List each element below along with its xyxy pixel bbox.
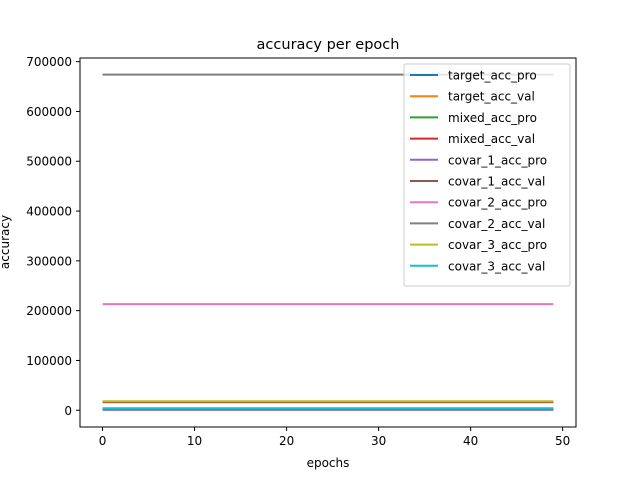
y-tick-label: 400000 — [26, 205, 72, 219]
y-tick-label: 200000 — [26, 304, 72, 318]
x-axis-label: epochs — [307, 456, 350, 470]
legend: target_acc_pro target_acc_val mixed_acc_pr… — [403, 63, 571, 287]
legend-label: covar_1_acc_pro — [448, 153, 547, 167]
chart-title: accuracy per epoch — [257, 37, 400, 53]
legend-label: mixed_acc_val — [448, 132, 535, 146]
legend-label: covar_2_acc_pro — [448, 196, 547, 210]
legend-box — [403, 63, 571, 287]
y-axis-ticks: 0 100000 200000 300000 400000 500000 600000 700… — [26, 55, 80, 418]
series-lines — [102, 73, 554, 411]
x-axis-ticks: 0 10 20 30 40 50 — [99, 427, 570, 448]
x-tick-label: 40 — [463, 434, 478, 448]
y-tick-label: 600000 — [26, 105, 72, 119]
plot-frame — [79, 57, 577, 428]
y-axis-label: accuracy — [0, 215, 12, 269]
legend-label: mixed_acc_pro — [448, 111, 537, 125]
legend-label: covar_3_acc_pro — [448, 238, 547, 252]
legend-label: covar_2_acc_val — [448, 217, 545, 231]
legend-label: covar_1_acc_val — [448, 175, 545, 189]
legend-label: covar_3_acc_val — [448, 259, 545, 273]
y-tick-label: 100000 — [26, 354, 72, 368]
x-tick-label: 0 — [99, 434, 107, 448]
x-tick-label: 10 — [187, 434, 202, 448]
x-tick-label: 50 — [555, 434, 570, 448]
x-tick-label: 20 — [279, 434, 294, 448]
y-tick-label: 500000 — [26, 155, 72, 169]
legend-label: target_acc_val — [448, 90, 535, 104]
y-tick-label: 300000 — [26, 254, 72, 268]
y-tick-label: 700000 — [26, 55, 72, 69]
y-tick-label: 0 — [64, 404, 72, 418]
legend-label: target_acc_pro — [448, 69, 537, 83]
x-tick-label: 30 — [371, 434, 386, 448]
